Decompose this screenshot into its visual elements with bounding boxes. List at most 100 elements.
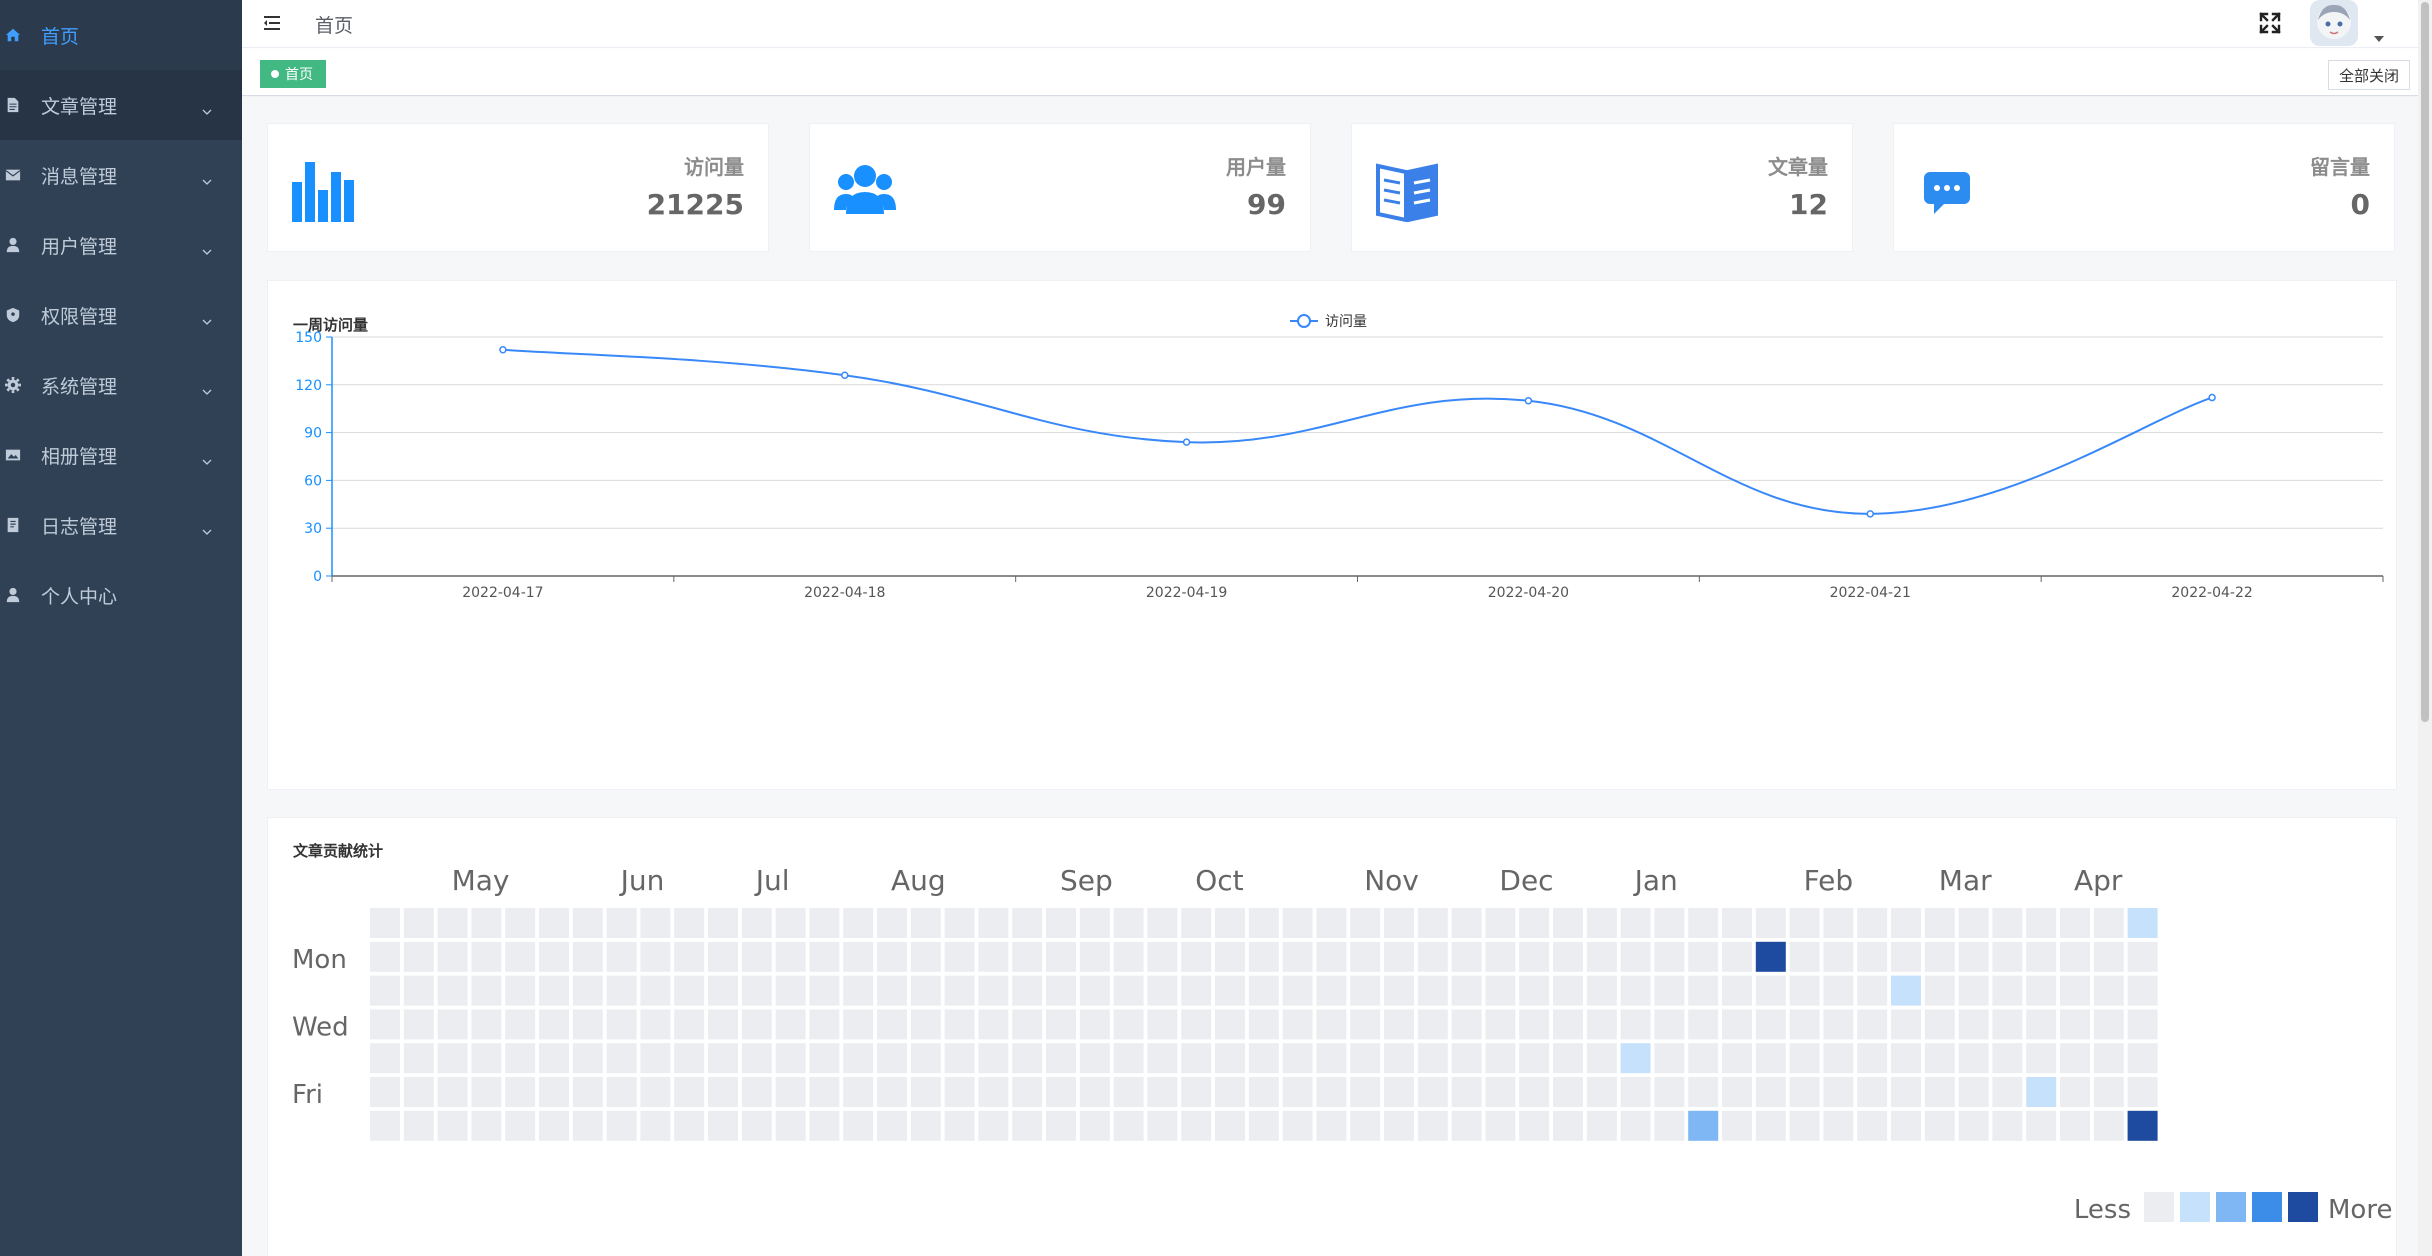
heatmap-cell[interactable] — [2127, 1110, 2158, 1141]
stat-card-visits[interactable]: 访问量 21225 — [267, 123, 769, 252]
heatmap-cell[interactable] — [1181, 1077, 1212, 1107]
heatmap-cell[interactable] — [1553, 1043, 1583, 1074]
heatmap-cell[interactable] — [1891, 1043, 1921, 1074]
heatmap-cell[interactable] — [1384, 1110, 1414, 1141]
heatmap-cell[interactable] — [370, 941, 400, 972]
heatmap-cell[interactable] — [1654, 975, 1685, 1006]
heatmap-cell[interactable] — [1248, 1110, 1279, 1141]
heatmap-cell[interactable] — [1620, 1009, 1651, 1040]
heatmap-cell[interactable] — [944, 1110, 975, 1141]
heatmap-cell[interactable] — [1857, 908, 1888, 938]
heatmap-cell[interactable] — [640, 1077, 671, 1107]
heatmap-cell[interactable] — [1789, 975, 1820, 1006]
heatmap-cell[interactable] — [910, 1110, 941, 1141]
heatmap-cell[interactable] — [572, 1110, 603, 1141]
data-point[interactable] — [1182, 438, 1191, 446]
sidebar-item-0[interactable]: 首页 — [0, 0, 242, 70]
heatmap-cell[interactable] — [1417, 1077, 1448, 1107]
heatmap-cell[interactable] — [1789, 1043, 1820, 1074]
heatmap-cell[interactable] — [539, 1009, 569, 1040]
heatmap-cell[interactable] — [1417, 941, 1448, 972]
heatmap-cell[interactable] — [843, 1077, 874, 1107]
heatmap-cell[interactable] — [2026, 941, 2057, 972]
heatmap-cell[interactable] — [1384, 1043, 1414, 1074]
heatmap-cell[interactable] — [877, 908, 907, 938]
heatmap-cell[interactable] — [1181, 1110, 1212, 1141]
heatmap-cell[interactable] — [1079, 1110, 1110, 1141]
heatmap-cell[interactable] — [640, 1009, 671, 1040]
heatmap-cell[interactable] — [1384, 1009, 1414, 1040]
heatmap-cell[interactable] — [1722, 1009, 1752, 1040]
heatmap-cell[interactable] — [741, 1043, 772, 1074]
heatmap-cell[interactable] — [775, 1077, 806, 1107]
heatmap-cell[interactable] — [809, 1043, 840, 1074]
heatmap-cell[interactable] — [708, 975, 738, 1006]
sidebar-item-4[interactable]: 权限管理 — [0, 280, 242, 350]
heatmap-cell[interactable] — [471, 975, 502, 1006]
heatmap-cell[interactable] — [370, 1110, 400, 1141]
heatmap-cell[interactable] — [1620, 1077, 1651, 1107]
heatmap-cell[interactable] — [1789, 1009, 1820, 1040]
heatmap-cell[interactable] — [1857, 1077, 1888, 1107]
heatmap-cell[interactable] — [1079, 975, 1110, 1006]
heatmap-cell[interactable] — [1586, 1110, 1617, 1141]
heatmap-cell[interactable] — [2093, 1077, 2124, 1107]
heatmap-cell[interactable] — [1958, 908, 1989, 938]
heatmap-cell[interactable] — [539, 908, 569, 938]
heatmap-cell[interactable] — [606, 975, 637, 1006]
heatmap-cell[interactable] — [674, 941, 705, 972]
heatmap-cell[interactable] — [1350, 1043, 1381, 1074]
heatmap-cell[interactable] — [1553, 941, 1583, 972]
heatmap-cell[interactable] — [539, 975, 569, 1006]
heatmap-cell[interactable] — [1823, 1043, 1854, 1074]
heatmap-cell[interactable] — [1586, 1077, 1617, 1107]
heatmap-cell[interactable] — [1316, 908, 1347, 938]
heatmap-cell[interactable] — [640, 1110, 671, 1141]
heatmap-cell[interactable] — [1350, 941, 1381, 972]
heatmap-cell[interactable] — [843, 1110, 874, 1141]
heatmap-cell[interactable] — [1891, 908, 1921, 938]
heatmap-cell[interactable] — [1181, 1043, 1212, 1074]
heatmap-cell[interactable] — [606, 1077, 637, 1107]
close-all-button[interactable]: 全部关闭 — [2328, 60, 2411, 90]
sidebar-item-8[interactable]: 个人中心 — [0, 560, 242, 630]
heatmap-cell[interactable] — [1113, 908, 1144, 938]
heatmap-cell[interactable] — [978, 975, 1009, 1006]
heatmap-cell[interactable] — [674, 1110, 705, 1141]
heatmap-cell[interactable] — [1012, 1043, 1043, 1074]
heatmap-cell[interactable] — [2093, 1009, 2124, 1040]
heatmap-cell[interactable] — [978, 1077, 1009, 1107]
heatmap-cell[interactable] — [2127, 975, 2158, 1006]
heatmap-cell[interactable] — [1485, 1077, 1516, 1107]
stat-card-messages[interactable]: 留言量 0 — [1893, 123, 2395, 252]
heatmap-cell[interactable] — [1992, 1043, 2023, 1074]
heatmap-cell[interactable] — [1079, 1077, 1110, 1107]
heatmap-cell[interactable] — [437, 941, 468, 972]
heatmap-cell[interactable] — [1079, 1043, 1110, 1074]
heatmap-cell[interactable] — [505, 1043, 536, 1074]
heatmap-cell[interactable] — [1316, 941, 1347, 972]
heatmap-cell[interactable] — [403, 1077, 434, 1107]
heatmap-cell[interactable] — [978, 1110, 1009, 1141]
heatmap-cell[interactable] — [1924, 1009, 1955, 1040]
heatmap-cell[interactable] — [1485, 908, 1516, 938]
heatmap-cell[interactable] — [1688, 1110, 1719, 1141]
heatmap-cell[interactable] — [1215, 1009, 1245, 1040]
heatmap-cell[interactable] — [1586, 975, 1617, 1006]
heatmap-cell[interactable] — [640, 1043, 671, 1074]
heatmap-cell[interactable] — [572, 941, 603, 972]
heatmap-cell[interactable] — [944, 1009, 975, 1040]
heatmap-cell[interactable] — [2026, 1043, 2057, 1074]
heatmap-cell[interactable] — [775, 1043, 806, 1074]
heatmap-cell[interactable] — [1046, 908, 1076, 938]
heatmap-cell[interactable] — [1553, 1077, 1583, 1107]
heatmap-cell[interactable] — [1451, 1009, 1482, 1040]
heatmap-cell[interactable] — [674, 1077, 705, 1107]
heatmap-cell[interactable] — [1924, 1043, 1955, 1074]
heatmap-cell[interactable] — [1147, 908, 1178, 938]
heatmap-cell[interactable] — [606, 908, 637, 938]
heatmap-cell[interactable] — [1181, 941, 1212, 972]
data-point[interactable] — [841, 371, 849, 379]
heatmap-cell[interactable] — [2127, 1009, 2158, 1040]
heatmap-cell[interactable] — [877, 975, 907, 1006]
